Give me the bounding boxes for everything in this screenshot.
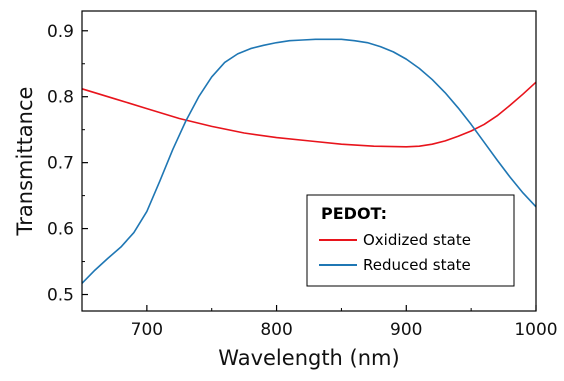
legend-label-oxidized: Oxidized state [363, 231, 471, 249]
y-tick-label: 0.7 [47, 154, 74, 174]
x-tick-label: 700 [131, 320, 163, 340]
x-tick-label: 800 [260, 320, 292, 340]
y-axis-title: Transmittance [13, 87, 37, 237]
reduced-state-line [81, 38, 537, 284]
legend: PEDOT: Oxidized state Reduced state [306, 194, 515, 287]
y-tick-label: 0.9 [47, 22, 74, 42]
x-tick-label: 900 [390, 320, 422, 340]
legend-title: PEDOT: [321, 204, 387, 223]
plot-frame [81, 10, 537, 312]
y-tick-label: 0.5 [47, 286, 74, 306]
y-tick-label: 0.8 [47, 88, 74, 108]
oxidized-state-line [81, 81, 537, 148]
x-tick-label: 1000 [514, 320, 557, 340]
y-tick-label: 0.6 [47, 220, 74, 240]
x-axis-title: Wavelength (nm) [218, 346, 399, 370]
legend-label-reduced: Reduced state [363, 256, 471, 274]
